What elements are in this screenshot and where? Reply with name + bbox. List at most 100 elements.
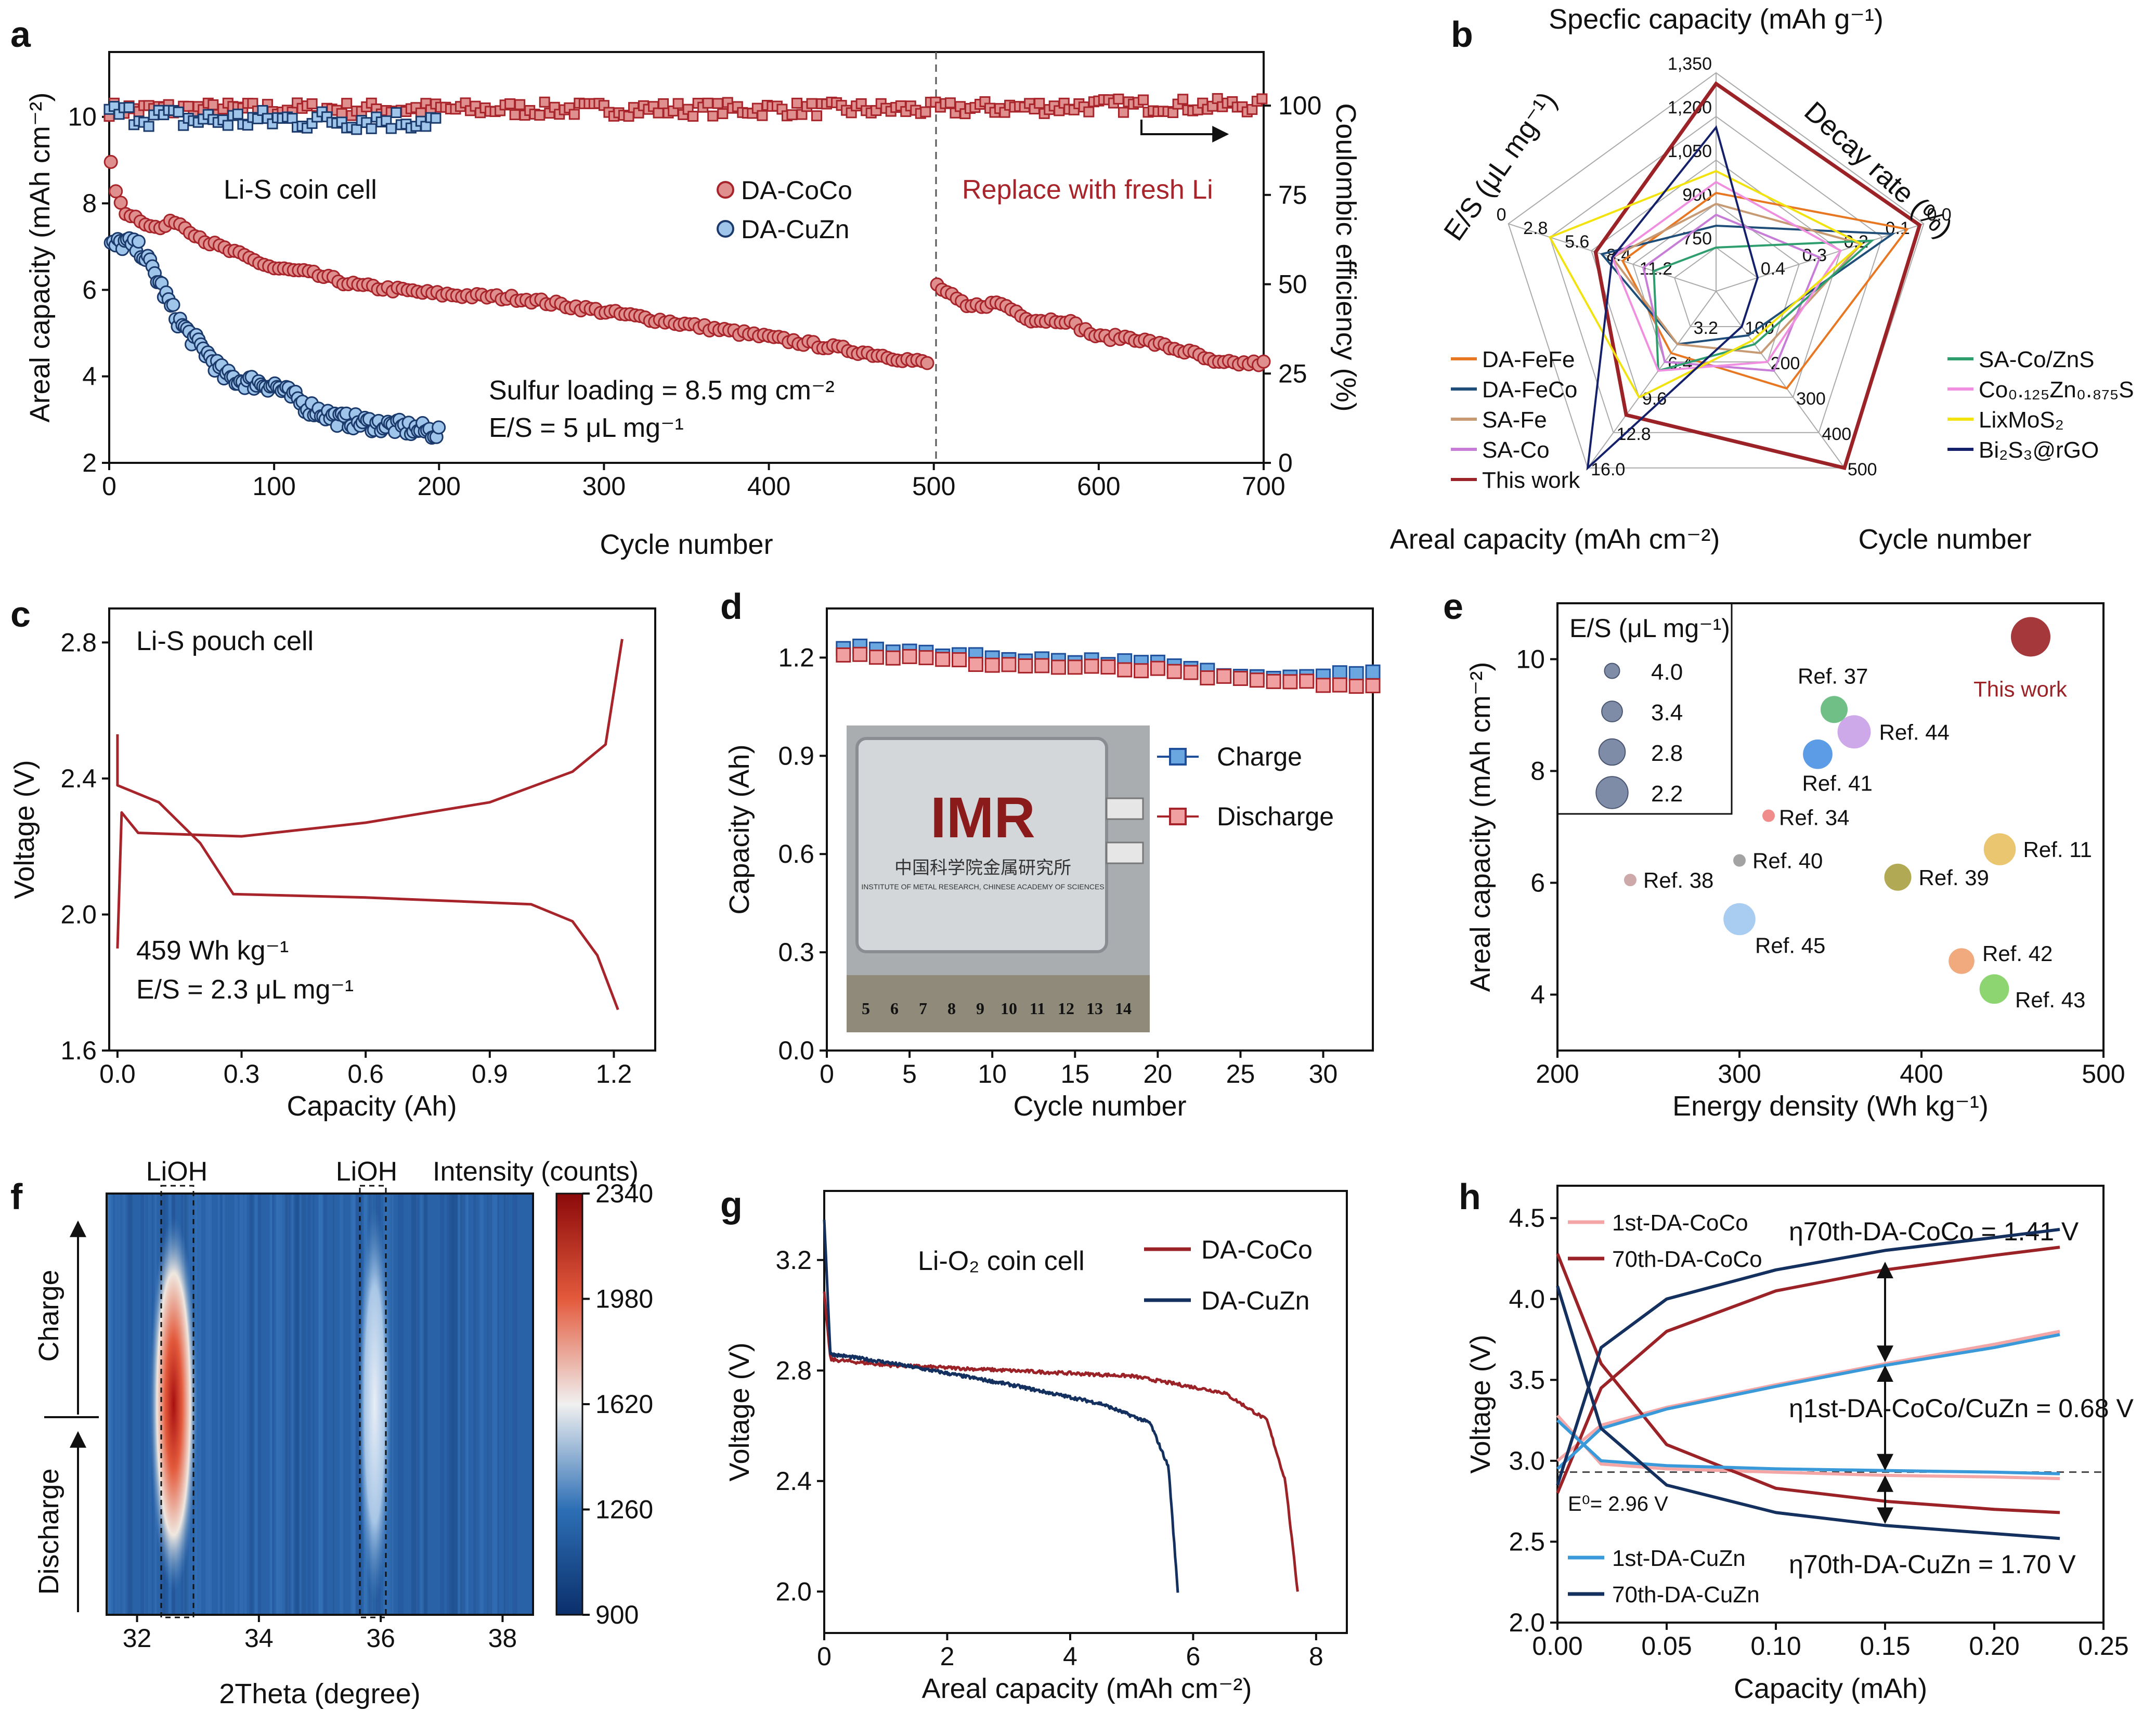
ce-point-0-651: [1177, 94, 1189, 105]
panel-e-size-legend: [1556, 602, 1733, 815]
bubble-1: [1821, 696, 1848, 723]
panel-g-ytick-label-0: 2.0: [775, 1577, 812, 1606]
legend-swatch-discharge: [1169, 808, 1187, 825]
panel-h-ytick-label-3: 3.5: [1509, 1365, 1545, 1394]
heatmap-streak-20: [502, 1194, 505, 1615]
ce-point-1-78: [232, 108, 243, 120]
panel-b-radar: 7509001,0501,2001,3500.40.30.20.10.01002…: [1390, 4, 2134, 555]
bubble-10: [1949, 948, 1975, 974]
heatmap-streak-10: [282, 1194, 288, 1615]
panel-d-point-1-9: [968, 657, 983, 672]
bubble-8: [1983, 833, 2016, 865]
panel-d-point-1-21: [1166, 664, 1182, 679]
colorbar-tick-label-2: 1620: [595, 1390, 653, 1419]
panel-a-ylabel: Areal capacity (mAh cm⁻²): [24, 93, 56, 423]
heatmap-streak-45: [119, 1194, 124, 1615]
bubble-4: [1762, 809, 1775, 822]
panel-a-xtick-label-2: 200: [418, 472, 461, 501]
ce-point-0-144: [341, 98, 353, 109]
bubble-label-11: Ref. 43: [2015, 988, 2085, 1012]
panel-c-xtick-label-3: 0.9: [472, 1059, 508, 1088]
panel-d-point-1-33: [1365, 678, 1381, 694]
heatmap-streak-61: [140, 1194, 145, 1615]
heatmap-streak-95: [196, 1194, 201, 1615]
heatmap-streak-103: [107, 1194, 111, 1615]
heatmap-streak-62: [115, 1194, 121, 1615]
heatmap-streak-59: [250, 1194, 253, 1615]
heatmap-streak-53: [466, 1194, 469, 1615]
heatmap-streak-102: [249, 1194, 255, 1615]
heatmap-streak-107: [355, 1194, 360, 1615]
ce-point-0-354: [687, 111, 699, 122]
pouch-cell-photo: IMR 中国科学院金属研究所 INSTITUTE OF METAL RESEAR…: [847, 725, 1150, 1032]
heatmap-streak-5: [492, 1194, 498, 1615]
panel-d-point-1-31: [1332, 677, 1347, 693]
ce-point-0-564: [1034, 98, 1045, 109]
capacity-point-0-700: [1256, 354, 1271, 369]
heatmap-peak-1: [149, 1217, 198, 1591]
heatmap-streak-66: [512, 1194, 517, 1615]
peak-box-1: [160, 1185, 194, 1618]
ce-point-0-594: [1083, 106, 1095, 118]
heatmap-streak-31: [440, 1194, 445, 1615]
heatmap-streak-15: [479, 1194, 484, 1615]
panel-e-ytick-label-2: 8: [1530, 757, 1545, 786]
bubble-2: [1837, 715, 1871, 749]
panel-f-ylabel-charge: Charge: [33, 1269, 64, 1362]
panel-a-chart: Areal capacity (mAh cm⁻²) Coulombic effi…: [24, 51, 1361, 560]
panel-f-xlabel: 2Theta (degree): [219, 1678, 420, 1709]
panel-c-frame: [108, 607, 656, 1052]
size-legend-dot-3: [1595, 776, 1629, 809]
bubble-9: [1723, 903, 1756, 936]
radar-legend-label-3: SA-Co: [1482, 437, 1550, 463]
heatmap-streak-97: [505, 1194, 508, 1615]
heatmap-streak-6: [424, 1194, 427, 1615]
panel-a-frame: [108, 51, 1265, 464]
ruler-number-0: 5: [862, 999, 870, 1018]
panel-f-frame: [106, 1192, 534, 1616]
heatmap-streak-56: [294, 1194, 299, 1615]
radar-ring-1: [1673, 247, 1759, 327]
ruler-number-6: 11: [1030, 999, 1045, 1018]
panel-d-point-1-10: [984, 657, 1000, 673]
panel-d-point-1-23: [1200, 670, 1215, 685]
panel-d-point-1-25: [1232, 671, 1248, 686]
radar-legend-label-0: DA-FeFe: [1482, 347, 1575, 372]
radar-tick-4-2: 5.6: [1565, 232, 1589, 252]
heatmap-streak-2: [343, 1194, 345, 1615]
bubble-label-0: This work: [1973, 677, 2068, 702]
panel-g-chart: Voltage (V) Areal capacity (mAh cm⁻²) Li…: [724, 1190, 1348, 1704]
ce-point-0-345: [672, 98, 684, 109]
panel-a-xtick-label-3: 300: [582, 472, 626, 501]
heatmap-streak-57: [280, 1194, 285, 1615]
photo-subtitle: 中国科学院金属研究所: [894, 858, 1071, 878]
heatmap-streak-68: [318, 1194, 322, 1615]
panel-c-note-cell: Li-S pouch cell: [136, 626, 314, 656]
ce-point-1-111: [287, 113, 298, 124]
heatmap-streak-106: [487, 1194, 492, 1615]
panel-d-point-1-26: [1249, 672, 1265, 688]
radar-legend-label-2: SA-Fe: [1482, 407, 1547, 433]
radar-series-6: [1610, 180, 1842, 372]
colorbar: [555, 1192, 583, 1616]
panel-d-point-1-6: [918, 650, 934, 666]
heatmap-streak-110: [451, 1194, 456, 1615]
panel-d-point-1-19: [1134, 663, 1149, 679]
panel-d-point-1-14: [1050, 659, 1066, 675]
heatmap-streak-84: [423, 1194, 428, 1615]
heatmap-streak-79: [294, 1194, 300, 1615]
heatmap-streak-8: [234, 1194, 238, 1615]
bubble-5: [1733, 854, 1746, 867]
heatmap-streak-24: [244, 1194, 247, 1615]
heatmap-peak-2: [358, 1207, 392, 1602]
heatmap-streak-118: [272, 1194, 274, 1615]
heatmap-streak-35: [276, 1194, 281, 1615]
radar-tick-3-0: 3.2: [1694, 318, 1718, 338]
heatmap-streak-60: [145, 1194, 148, 1615]
bubble-label-5: Ref. 40: [1752, 849, 1823, 873]
radar-series-1: [1600, 224, 1896, 346]
panel-e-xtick-label-3: 500: [2082, 1059, 2125, 1088]
heatmap-streak-40: [116, 1194, 122, 1615]
radar-tick-4-4: 0: [1497, 205, 1506, 225]
